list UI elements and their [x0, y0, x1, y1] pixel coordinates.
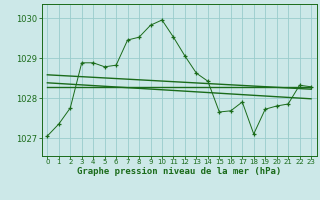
X-axis label: Graphe pression niveau de la mer (hPa): Graphe pression niveau de la mer (hPa)	[77, 167, 281, 176]
